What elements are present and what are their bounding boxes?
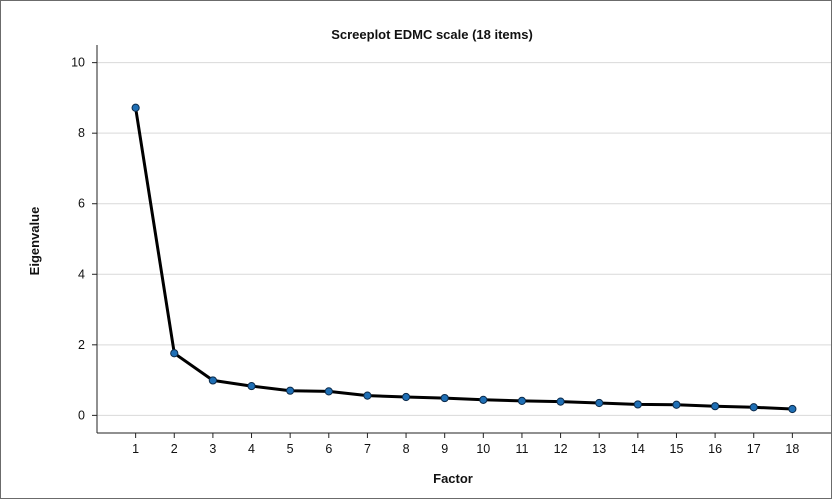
x-tick-label: 5 [287, 442, 294, 456]
y-tick-label: 6 [78, 197, 85, 211]
x-tick-label: 4 [248, 442, 255, 456]
x-tick-label: 9 [441, 442, 448, 456]
x-tick-label: 6 [325, 442, 332, 456]
x-tick-label: 7 [364, 442, 371, 456]
data-point [479, 395, 488, 404]
eigenvalue-line [134, 107, 793, 411]
data-point [711, 402, 720, 411]
data-point [324, 387, 333, 396]
y-tick-label: 8 [78, 126, 85, 140]
data-points [131, 103, 797, 414]
x-tick-label: 13 [592, 442, 606, 456]
data-point [363, 391, 372, 400]
y-tick-labels: 0 2 4 6 8 10 [71, 56, 85, 423]
data-point [749, 403, 758, 412]
x-tick-label: 15 [670, 442, 684, 456]
data-point [401, 392, 411, 402]
x-tick-label: 10 [476, 442, 490, 456]
axes [92, 45, 831, 438]
data-point [208, 376, 217, 385]
x-tick-label: 3 [209, 442, 216, 456]
data-point [131, 103, 140, 112]
y-axis-label: Eigenvalue [27, 207, 42, 276]
gridlines [97, 62, 831, 416]
y-tick-label: 0 [78, 408, 85, 422]
data-point [633, 400, 642, 409]
data-point [286, 386, 295, 395]
x-tick-label: 16 [708, 442, 722, 456]
x-axis-label: Factor [433, 471, 473, 486]
data-point [517, 396, 527, 406]
x-tick-label: 17 [747, 442, 761, 456]
data-point [247, 381, 256, 391]
y-tick-label: 4 [78, 267, 85, 281]
data-point [556, 397, 565, 406]
x-tick-label: 2 [171, 442, 178, 456]
chart-title: Screeplot EDMC scale (18 items) [331, 27, 533, 42]
x-tick-label: 14 [631, 442, 645, 456]
data-point [672, 400, 681, 409]
data-point [170, 349, 179, 358]
x-tick-label: 18 [785, 442, 799, 456]
y-tick-label: 10 [71, 56, 85, 70]
x-tick-label: 8 [403, 442, 410, 456]
data-point [595, 398, 604, 408]
x-tick-label: 11 [515, 442, 528, 456]
x-tick-label: 1 [132, 442, 139, 456]
y-tick-label: 2 [78, 338, 85, 352]
data-point [788, 404, 797, 414]
x-tick-labels: 1 2 3 4 5 6 7 8 9 10 11 12 13 14 15 16 17 18 [132, 442, 799, 456]
data-point [440, 393, 449, 403]
x-tick-label: 12 [554, 442, 568, 456]
